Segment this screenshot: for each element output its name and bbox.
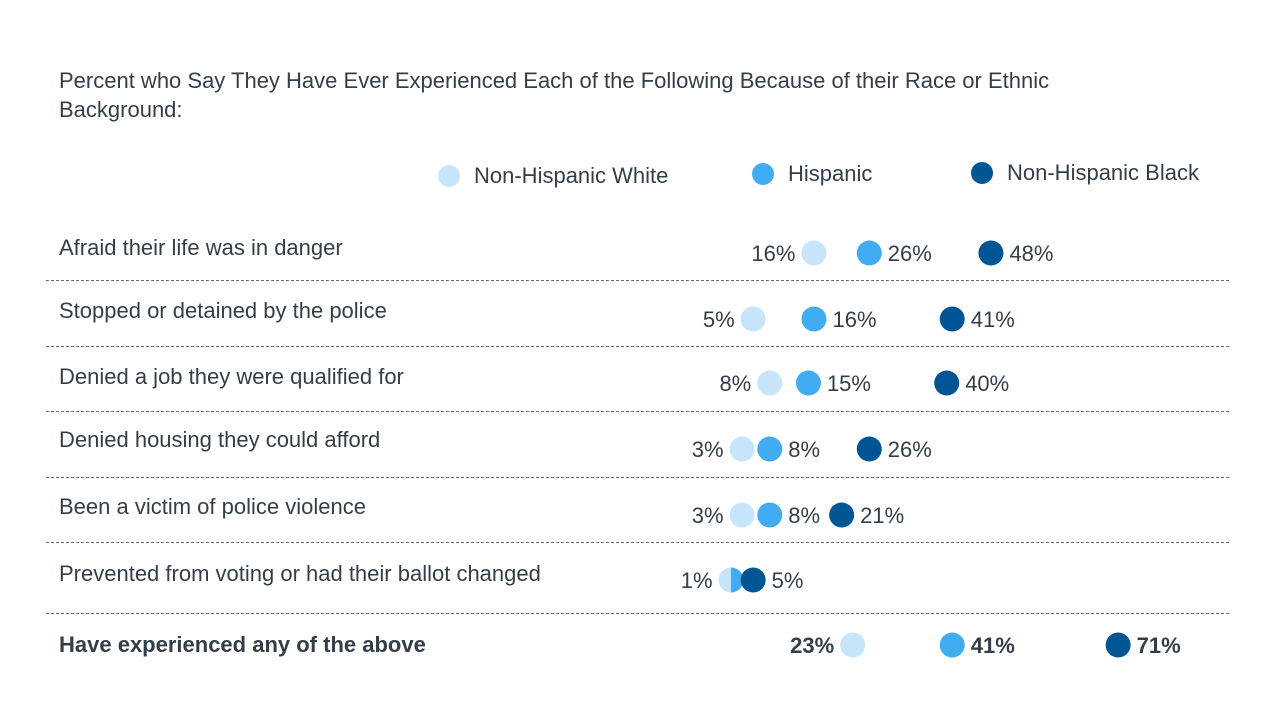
row-label: Afraid their life was in danger [59, 235, 343, 260]
dot-non-hispanic-white [729, 436, 755, 462]
dot-non-hispanic-white [840, 632, 866, 658]
value-label-hispanic: 16% [832, 307, 876, 332]
row-label: Denied a job they were qualified for [59, 364, 404, 389]
legend-label-non-hispanic-black: Non-Hispanic Black [1007, 160, 1199, 185]
legend-item-hispanic: Hispanic [752, 159, 872, 189]
value-label-hispanic: 8% [788, 503, 820, 528]
value-label-hispanic: 41% [971, 633, 1015, 658]
legend-label-hispanic: Hispanic [788, 161, 873, 186]
dot-non-hispanic-black [978, 240, 1004, 266]
value-label-non-hispanic-white: 23% [790, 633, 834, 658]
value-label-non-hispanic-black: 41% [971, 307, 1015, 332]
value-label-non-hispanic-black: 21% [860, 503, 904, 528]
legend-label-non-hispanic-white: Non-Hispanic White [474, 163, 669, 188]
dot-non-hispanic-black [856, 436, 882, 462]
value-label-hispanic: 8% [788, 437, 820, 462]
value-label-non-hispanic-white: 3% [692, 503, 724, 528]
legend-item-non-hispanic-black: Non-Hispanic Black [971, 158, 1199, 188]
dot-non-hispanic-white [757, 370, 783, 396]
value-label-non-hispanic-white: 8% [719, 371, 751, 396]
dot-non-hispanic-black [740, 567, 766, 593]
dot-hispanic [801, 306, 827, 332]
row-label: Stopped or detained by the police [59, 298, 387, 323]
legend-marker-hispanic [752, 163, 774, 185]
legend-marker-non-hispanic-black [971, 162, 993, 184]
dot-non-hispanic-black [939, 306, 965, 332]
chart-title: Percent who Say They Have Ever Experienc… [59, 68, 1050, 122]
dot-hispanic [795, 370, 821, 396]
dot-hispanic [856, 240, 882, 266]
value-label-non-hispanic-black: 71% [1137, 633, 1181, 658]
value-label-non-hispanic-white: 16% [751, 241, 795, 266]
value-label-non-hispanic-black: 26% [888, 437, 932, 462]
value-label-non-hispanic-black: 48% [1009, 241, 1053, 266]
dot-non-hispanic-black [1105, 632, 1131, 658]
dot-hispanic [731, 567, 744, 593]
dot-non-hispanic-black [829, 502, 855, 528]
value-label-non-hispanic-white: 5% [703, 307, 735, 332]
row-label: Prevented from voting or had their ballo… [59, 561, 541, 586]
value-label-non-hispanic-white: 3% [692, 437, 724, 462]
dot-hispanic [757, 502, 783, 528]
dot-non-hispanic-white [801, 240, 827, 266]
value-label-hispanic: 26% [888, 241, 932, 266]
dot-hispanic [939, 632, 965, 658]
legend-item-non-hispanic-white: Non-Hispanic White [438, 161, 668, 191]
dot-non-hispanic-white [740, 306, 766, 332]
value-label-non-hispanic-white: 1% [681, 568, 713, 593]
value-label-non-hispanic-black: 5% [772, 568, 804, 593]
row-label: Have experienced any of the above [59, 632, 426, 657]
dot-non-hispanic-white [729, 502, 755, 528]
row-label: Been a victim of police violence [59, 494, 366, 519]
dot-non-hispanic-black [934, 370, 960, 396]
dot-hispanic [757, 436, 783, 462]
row-label: Denied housing they could afford [59, 427, 380, 452]
legend-marker-non-hispanic-white [438, 165, 460, 187]
value-label-hispanic: 15% [827, 371, 871, 396]
value-label-non-hispanic-black: 40% [965, 371, 1009, 396]
